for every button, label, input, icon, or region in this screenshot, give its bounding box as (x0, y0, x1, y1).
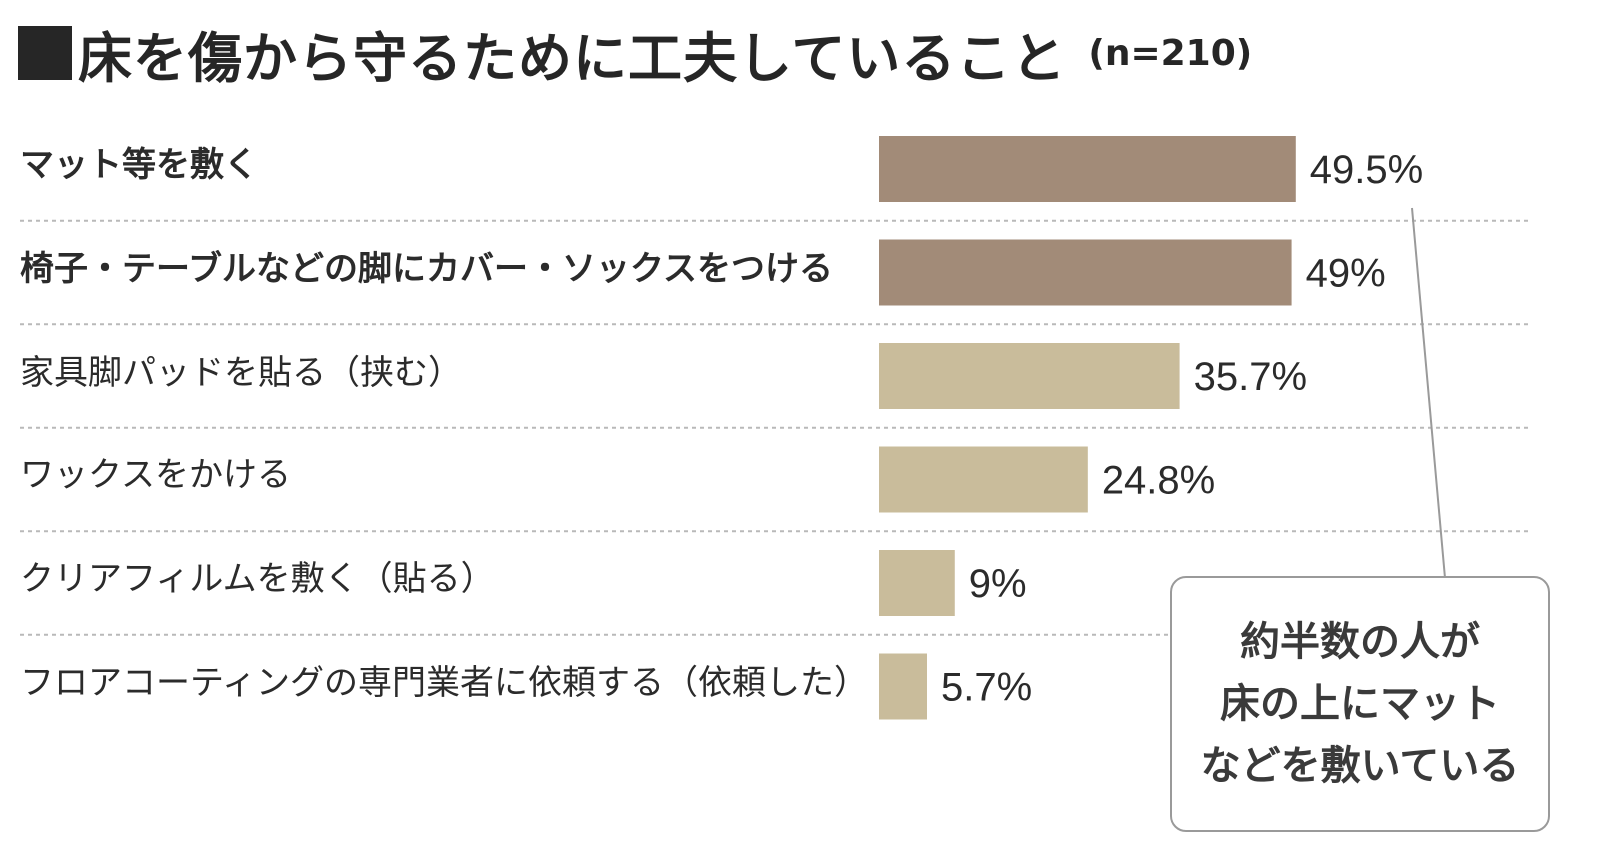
callout-pointer (1411, 207, 1485, 579)
bar-4 (879, 446, 1088, 513)
callout-line-1: 約半数の人が (1240, 619, 1480, 665)
callout-line-3: などを敷いている (1200, 743, 1520, 789)
value-label-3: 35.7% (1194, 355, 1307, 399)
value-label-5: 9% (969, 562, 1027, 606)
bar-2 (879, 239, 1292, 306)
bar-5 (879, 550, 955, 616)
category-label-2: 椅子・テーブルなどの脚にカバー・ソックスをつける (20, 249, 833, 289)
value-label-2: 49% (1306, 252, 1386, 296)
sample-size: (n=210) (1088, 32, 1253, 74)
value-label-6: 5.7% (941, 666, 1032, 710)
bar-6 (879, 653, 927, 720)
category-label-4: ワックスをかける (20, 455, 291, 495)
callout-line-2: 床の上にマット (1220, 681, 1500, 727)
chart-title: 床を傷から守るために工夫していること (n=210) (18, 18, 1253, 90)
category-label-1: マット等を敷く (20, 145, 258, 185)
value-label-4: 24.8% (1102, 459, 1215, 503)
title-text: 床を傷から守るために工夫していること (78, 26, 1067, 90)
category-label-5: クリアフィルムを敷く（貼る） (20, 559, 495, 599)
callout-box: 約半数の人が 床の上にマット などを敷いている (1170, 576, 1550, 832)
bar-1 (879, 136, 1296, 202)
category-label-6: フロアコーティングの専門業者に依頼する（依頼した） (20, 663, 868, 703)
value-label-1: 49.5% (1310, 148, 1423, 192)
bar-3 (879, 343, 1180, 409)
category-label-3: 家具脚パッドを貼る（挟む） (20, 353, 462, 393)
title-square-icon (18, 26, 72, 80)
